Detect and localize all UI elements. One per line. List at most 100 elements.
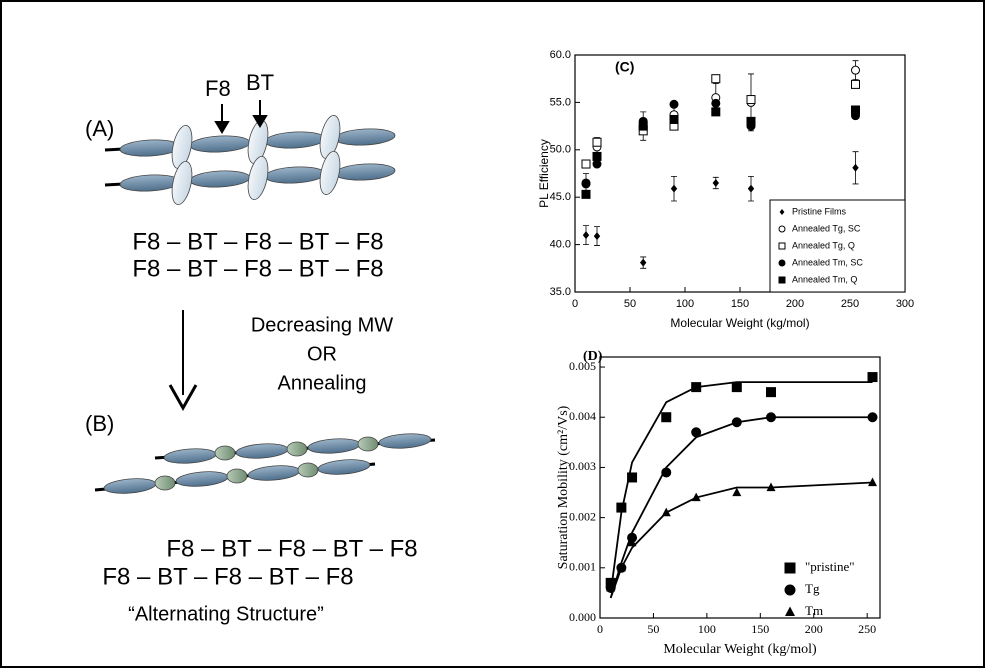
- bt-label: BT: [246, 70, 274, 95]
- legend-label: Annealed Tm, SC: [792, 257, 863, 267]
- marker: [638, 121, 648, 131]
- marker: [778, 259, 786, 267]
- marker: [851, 65, 860, 75]
- marker: [627, 537, 637, 547]
- x-tick-label: 0: [572, 298, 578, 310]
- marker: [711, 98, 721, 108]
- marker: [593, 232, 601, 241]
- marker: [766, 482, 776, 492]
- arrow-text: OR: [307, 343, 337, 365]
- marker: [711, 74, 721, 84]
- marker: [711, 107, 721, 117]
- y-axis-label: Saturation Mobility (cm²/Vs): [556, 405, 571, 569]
- marker: [582, 231, 590, 240]
- marker: [581, 179, 591, 189]
- formula: F8 – BT – F8 – BT – F8: [132, 255, 383, 282]
- x-tick-label: 100: [698, 622, 716, 636]
- x-tick-label: 50: [624, 298, 636, 310]
- marker: [867, 412, 878, 423]
- y-tick-label: 50.0: [550, 144, 571, 156]
- x-axis-label: Molecular Weight (kg/mol): [670, 316, 809, 330]
- marker: [616, 562, 626, 572]
- label-b: (B): [85, 411, 114, 436]
- formula: F8 – BT – F8 – BT – F8: [132, 228, 383, 255]
- arrow-text: Annealing: [278, 372, 367, 394]
- marker: [851, 105, 860, 115]
- x-tick-label: 150: [731, 298, 749, 310]
- f8-label: F8: [205, 76, 231, 101]
- x-tick-label: 200: [805, 622, 823, 636]
- marker: [606, 582, 616, 592]
- marker: [851, 79, 860, 89]
- marker: [732, 487, 742, 497]
- legend-box: [769, 199, 906, 293]
- y-tick-label: 0.003: [569, 459, 596, 473]
- y-tick-label: 60.0: [550, 49, 571, 61]
- legend-label: Tg: [805, 581, 820, 596]
- arrows-a: [168, 100, 268, 412]
- marker: [661, 412, 672, 423]
- marker: [779, 209, 785, 215]
- marker: [731, 417, 742, 428]
- arrow-text: Decreasing MW: [251, 314, 393, 336]
- marker: [661, 507, 671, 517]
- x-axis-label: Molecular Weight (kg/mol): [663, 642, 817, 657]
- marker: [746, 116, 756, 126]
- chart-title: (C): [615, 59, 634, 75]
- label-a: (A): [85, 116, 114, 141]
- marker: [784, 584, 796, 596]
- legend-label: Annealed Tm, Q: [792, 274, 857, 284]
- marker: [747, 184, 755, 193]
- units-a: [119, 114, 396, 206]
- legend-label: Annealed Tg, SC: [792, 223, 861, 233]
- x-tick-label: 300: [896, 298, 914, 310]
- chart-title: (D): [583, 349, 603, 364]
- marker: [670, 184, 678, 193]
- x-tick-label: 200: [786, 298, 804, 310]
- marker: [616, 502, 627, 513]
- legend-label: "pristine": [805, 559, 855, 574]
- y-tick-label: 40.0: [550, 239, 571, 251]
- marker: [852, 163, 859, 172]
- y-tick-label: 0.002: [569, 509, 596, 523]
- chart-d: (D) 0.000 0.001 0.002 0.003 0.004 0.005 0 50 100 1…: [556, 349, 881, 657]
- y-tick-label: 45.0: [550, 191, 571, 203]
- formula: F8 – BT – F8 – BT – F8: [102, 563, 353, 590]
- x-tick-label: 100: [676, 298, 694, 310]
- marker: [592, 159, 602, 169]
- y-axis-label: PL Efficiency: [537, 139, 551, 208]
- marker: [581, 189, 591, 199]
- marker: [669, 114, 679, 124]
- x-tick-label: 250: [841, 298, 859, 310]
- marker: [691, 382, 702, 393]
- y-tick-label: 0.004: [569, 409, 596, 423]
- fit-line: [609, 416, 873, 599]
- y-tick-label: 0.005: [569, 359, 596, 373]
- y-tick-label: 0.000: [569, 610, 596, 624]
- x-tick-label: 50: [647, 622, 659, 636]
- x-tick-label: 150: [751, 622, 769, 636]
- y-tick-label: 35.0: [550, 286, 571, 298]
- marker: [669, 99, 679, 109]
- marker: [867, 372, 878, 383]
- marker: [691, 492, 701, 502]
- legend-label: Tm: [805, 603, 823, 618]
- y-tick-label: 0.001: [569, 560, 596, 574]
- marker: [784, 562, 796, 574]
- marker: [691, 427, 702, 438]
- chart-c: (C) 35.0 40.0 45.0 50.0 55.0 60.0 0 50 100 150 200 2…: [537, 49, 914, 330]
- marker: [627, 472, 638, 483]
- marker: [712, 178, 719, 187]
- legend-label: Pristine Films: [792, 206, 847, 216]
- plot-frame: [599, 356, 881, 619]
- marker: [746, 95, 756, 105]
- x-tick-label: 250: [858, 622, 876, 636]
- marker: [581, 159, 591, 169]
- marker: [778, 225, 786, 233]
- marker: [778, 242, 786, 250]
- marker: [640, 258, 647, 267]
- marker: [868, 477, 878, 487]
- marker: [765, 387, 776, 398]
